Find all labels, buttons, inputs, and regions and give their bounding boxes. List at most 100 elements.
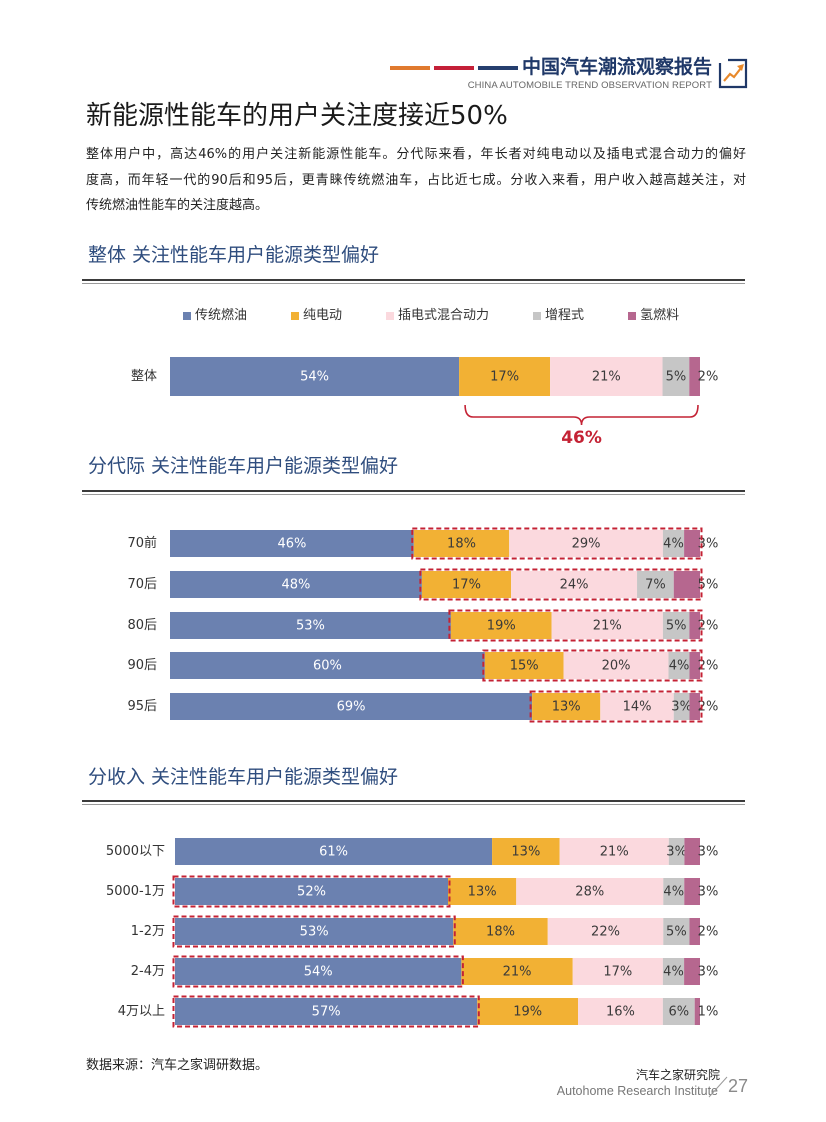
category-label: 95后 (127, 699, 157, 714)
report-title-en: CHINA AUTOMOBILE TREND OBSERVATION REPOR… (467, 80, 712, 91)
bar-segment-fuel (175, 878, 448, 905)
value-unit: % (464, 536, 476, 551)
value-label: 54% (300, 369, 329, 384)
value-number: 3 (698, 964, 706, 979)
value-label: 20% (602, 658, 631, 673)
bar-row: 2-4万 54% 21% 17% 4% 3% (131, 955, 718, 988)
category-label: 70前 (127, 535, 157, 551)
value-label: 21% (503, 964, 532, 979)
chart-legend: 传统燃油 纯电动 插电式混合动力 增程式 氢燃料 (183, 307, 679, 325)
bar-segment-erev (637, 571, 674, 598)
bar-segment-hydrogen (684, 530, 700, 557)
value-label: 53% (296, 618, 325, 633)
value-label: 4% (669, 658, 690, 673)
value-unit: % (671, 964, 683, 979)
bar-row: 5000-1万 52% 13% 28% 4% 3% (106, 875, 718, 908)
value-number: 21 (593, 618, 610, 633)
value-unit: % (616, 844, 628, 859)
value-unit: % (706, 1004, 718, 1019)
section-rule (82, 800, 745, 805)
bar-segment-erev (668, 652, 690, 679)
legend-label: 纯电动 (303, 308, 343, 323)
report-title-cn: 中国汽车潮流观察报告 (521, 56, 712, 78)
bar-segment-phev (572, 958, 663, 985)
page-title: 新能源性能车的用户关注度接近50% (86, 101, 508, 131)
value-unit: % (294, 536, 306, 551)
value-unit: % (672, 884, 684, 899)
value-label: 7% (645, 577, 666, 592)
section-rule (82, 279, 745, 284)
value-label: 48% (281, 577, 310, 592)
value-unit: % (507, 369, 519, 384)
data-source-note: 数据来源：汽车之家调研数据。 (86, 1058, 269, 1073)
value-number: 1 (698, 1004, 706, 1019)
value-unit: % (618, 658, 630, 673)
value-number: 46 (277, 536, 294, 551)
value-number: 69 (337, 699, 354, 714)
value-number: 13 (552, 699, 569, 714)
value-number: 3 (698, 884, 706, 899)
value-unit: % (706, 618, 718, 633)
chart-overall: 整体 54% 17% 21% 5% 2%46% (131, 357, 718, 448)
value-label: 60% (313, 658, 342, 673)
category-label: 5000-1万 (106, 884, 165, 899)
bar-segment-bev (477, 998, 579, 1025)
section-rule (82, 490, 745, 495)
bar-row: 95后 69% 13% 14% 3% 2% (127, 690, 718, 723)
value-label: 5% (666, 369, 687, 384)
icon-trend-arrowhead (737, 64, 744, 71)
value-number: 61 (319, 844, 336, 859)
bar-segment-phev (547, 918, 664, 945)
chart-income: 5000以下 61% 13% 21% 3% 3%5000-1万 52% 13% 28% 4% 3%1… (106, 838, 718, 1028)
value-unit: % (706, 844, 718, 859)
value-label: 5% (666, 924, 687, 939)
value-number: 5 (666, 924, 674, 939)
value-unit: % (298, 577, 310, 592)
legend-label: 传统燃油 (195, 308, 248, 323)
value-unit: % (353, 699, 365, 714)
bar-segment-hydrogen (689, 652, 700, 679)
bar-segment-fuel (170, 693, 533, 720)
value-number: 4 (663, 964, 671, 979)
bar-segment-phev (509, 530, 663, 557)
bar-segment-hydrogen (689, 918, 700, 945)
bar-row: 整体 54% 17% 21% 5% 2%46% (131, 357, 718, 448)
bar-segment-erev (662, 357, 690, 396)
value-label: 18% (486, 924, 515, 939)
bar-segment-fuel (170, 612, 451, 639)
value-unit: % (314, 884, 326, 899)
bar-segment-hydrogen (684, 958, 700, 985)
bar-segment-bev (492, 838, 560, 865)
bar-segment-phev (578, 998, 663, 1025)
value-label: 6% (668, 1004, 689, 1019)
highlight-dashed-box (448, 609, 703, 642)
value-label: 15% (510, 658, 539, 673)
legend-item-phev: 插电式混合动力 (386, 307, 489, 325)
header-stripes (390, 66, 518, 70)
value-unit: % (316, 924, 328, 939)
legend-label: 氢燃料 (640, 308, 680, 323)
value-number: 7 (645, 577, 653, 592)
bar-segment-fuel (175, 918, 454, 945)
section-title-income: 分收入 关注性能车用户能源类型偏好 (88, 766, 399, 788)
bar-segment-hydrogen (689, 357, 700, 396)
value-unit: % (653, 577, 665, 592)
bar-segment-fuel (170, 530, 414, 557)
section-title-overall: 整体 关注性能车用户能源类型偏好 (88, 244, 380, 266)
value-label: 4% (663, 536, 684, 551)
page-number: 27 (728, 1076, 749, 1096)
bar-segment-erev (663, 918, 690, 945)
icon-trend-line (723, 67, 742, 82)
header-stripe-navy (478, 66, 518, 70)
value-label: 52% (297, 884, 326, 899)
value-number: 2 (698, 924, 706, 939)
value-unit: % (706, 964, 718, 979)
bar-segment-bev (448, 878, 517, 905)
bar-segment-erev (662, 958, 685, 985)
page-number-slash (708, 1076, 728, 1098)
bar-segment-fuel (175, 958, 462, 985)
bar-segment-bev (532, 693, 601, 720)
bar-segment-erev (662, 612, 690, 639)
value-number: 3 (698, 844, 706, 859)
